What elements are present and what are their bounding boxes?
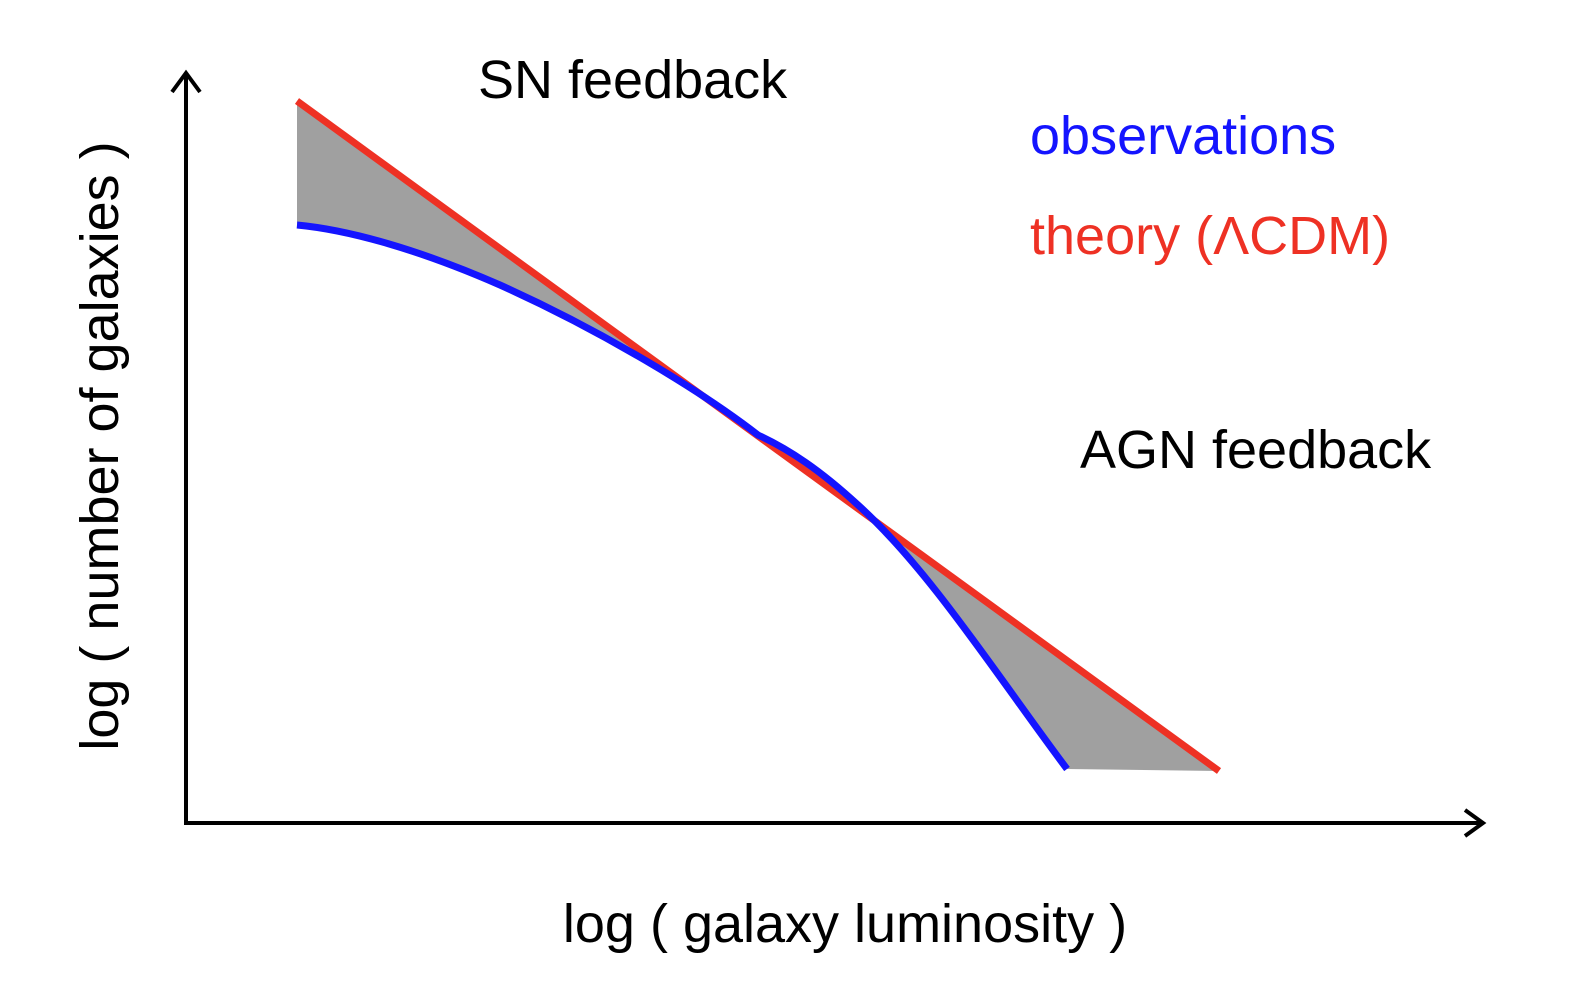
y-axis-label: log ( number of galaxies ) xyxy=(70,141,130,750)
legend-theory-label: theory (ΛCDM) xyxy=(1030,206,1390,266)
legend-observations-label: observations xyxy=(1030,106,1336,166)
y-axis-arrowhead xyxy=(170,69,202,94)
sn-feedback-label: SN feedback xyxy=(478,50,788,110)
x-axis-label: log ( galaxy luminosity ) xyxy=(563,894,1127,954)
x-axis-arrowhead xyxy=(1463,808,1487,838)
observations-curve xyxy=(296,221,1070,772)
agn-feedback-label: AGN feedback xyxy=(1080,420,1432,480)
